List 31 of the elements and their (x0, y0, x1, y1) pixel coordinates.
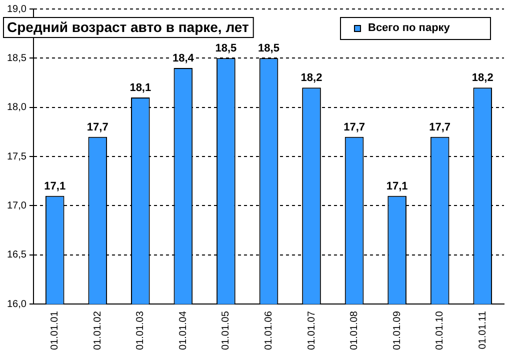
x-tick-label: 01.01.02 (92, 310, 104, 350)
data-label: 18,2 (300, 72, 322, 84)
y-tick-label: 16,0 (6, 298, 27, 310)
y-tick-label: 18,5 (6, 52, 27, 64)
data-label: 18,2 (472, 72, 494, 84)
x-tick-label: 01.01.05 (220, 310, 232, 350)
data-label: 17,1 (386, 180, 408, 192)
x-tick-label: 01.01.04 (178, 310, 189, 350)
data-label: 17,7 (429, 121, 451, 134)
x-tick-label: 01.01.07 (306, 310, 318, 350)
data-label: 18,5 (215, 42, 237, 55)
y-tick-label: 17,0 (6, 200, 27, 212)
data-label: 18,5 (258, 42, 280, 55)
x-tick-label: 01.01.09 (392, 310, 403, 350)
data-label: 18,4 (172, 52, 195, 65)
x-tick-label: 01.01.03 (135, 310, 146, 350)
y-tick-label: 17,5 (6, 151, 27, 162)
x-tick-label: 01.01.06 (263, 310, 274, 350)
x-tick-label: 01.01.01 (50, 310, 61, 350)
x-tick-label: 01.01.10 (434, 310, 446, 350)
data-label: 17,7 (86, 121, 108, 134)
legend-label: Всего по парку (368, 22, 451, 34)
x-tick-label: 01.01.08 (349, 310, 360, 350)
y-tick-label: 16,5 (6, 250, 27, 261)
text: Средний возраст авто в парке, лет (7, 18, 250, 35)
data-label: 17,7 (344, 121, 365, 134)
data-label: 17,1 (44, 180, 66, 192)
x-tick-label: 01.01.11 (477, 310, 488, 350)
y-tick-label: 19,0 (6, 4, 27, 15)
y-tick-label: 18,0 (6, 102, 27, 114)
data-label: 18,1 (130, 82, 152, 94)
